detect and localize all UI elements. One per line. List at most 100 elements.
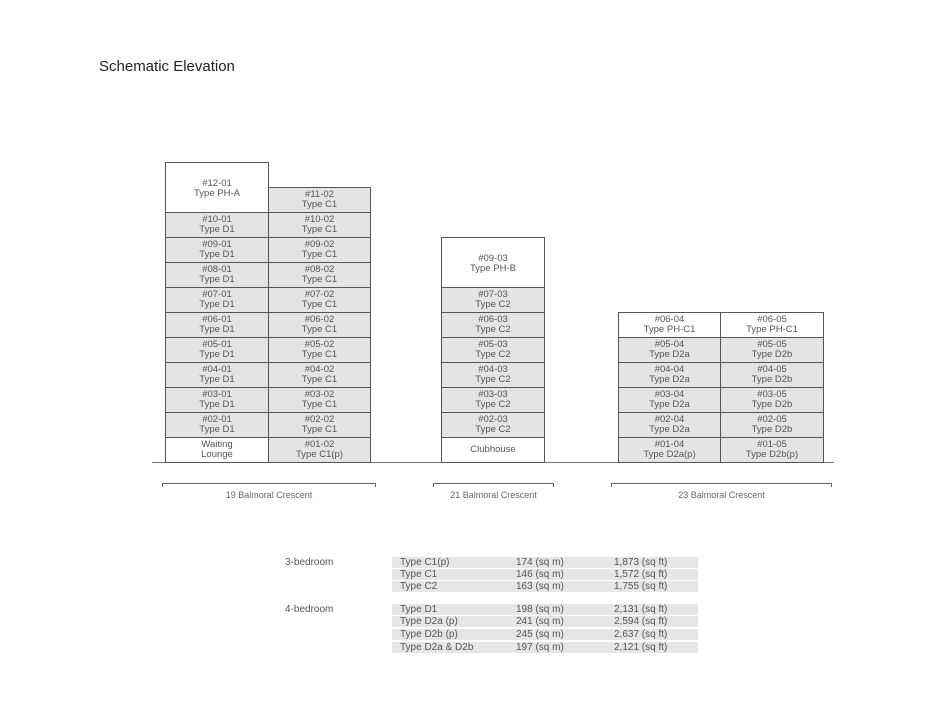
unit-type: Type C1 bbox=[301, 424, 338, 435]
unit-cell: #06-04 Type PH-C1 bbox=[618, 312, 721, 338]
unit-cell: #10-02 Type C1 bbox=[268, 212, 371, 238]
area-sqft: 2,131 (sq ft) bbox=[614, 604, 668, 615]
unit-number: #01-02 bbox=[304, 439, 335, 450]
unit-type: Type D1 bbox=[199, 274, 235, 285]
area-sqft: 1,873 (sq ft) bbox=[614, 557, 668, 568]
unit-cell: #05-01 Type D1 bbox=[165, 337, 269, 363]
unit-number: #09-01 bbox=[202, 239, 232, 250]
unit-type: Type C2 bbox=[475, 399, 511, 410]
unit-type: Type C1 bbox=[301, 349, 338, 360]
area-sqft: 2,121 (sq ft) bbox=[614, 642, 668, 653]
unit-cell: #01-04 Type D2a(p) bbox=[618, 437, 721, 463]
building-label: 19 Balmoral Crescent bbox=[225, 490, 313, 500]
unit-number: #03-05 bbox=[757, 389, 787, 400]
area-row: Type C1 146 (sq m) 1,572 (sq ft) bbox=[392, 569, 698, 580]
unit-type: Type PH-B bbox=[470, 263, 516, 274]
unit-number: Clubhouse bbox=[470, 444, 516, 455]
unit-cell: #04-02 Type C1 bbox=[268, 362, 371, 388]
unit-cell: #05-02 Type C1 bbox=[268, 337, 371, 363]
unit-cell: #04-01 Type D1 bbox=[165, 362, 269, 388]
unit-number: #02-01 bbox=[202, 414, 232, 425]
unit-type: Type D2b bbox=[751, 349, 793, 360]
unit-number: #02-03 bbox=[478, 414, 508, 425]
unit-number: #03-02 bbox=[304, 389, 335, 400]
unit-cell: #08-01 Type D1 bbox=[165, 262, 269, 288]
unit-type: Type C1 bbox=[301, 249, 338, 260]
unit-cell: #03-04 Type D2a bbox=[618, 387, 721, 413]
unit-number: #11-02 bbox=[305, 189, 334, 200]
area-sqft: 2,594 (sq ft) bbox=[614, 616, 668, 627]
unit-number: #04-04 bbox=[654, 364, 685, 375]
unit-number: #03-03 bbox=[478, 389, 508, 400]
unit-number: #06-05 bbox=[757, 314, 787, 325]
unit-number: #04-01 bbox=[202, 364, 232, 375]
unit-cell: #09-03 Type PH-B bbox=[441, 237, 545, 288]
unit-number: #05-03 bbox=[478, 339, 508, 350]
unit-type: Type D1 bbox=[400, 604, 438, 615]
unit-type: Type C1 bbox=[400, 569, 438, 580]
unit-type: Type C1(p) bbox=[400, 557, 450, 568]
unit-cell: #06-02 Type C1 bbox=[268, 312, 371, 338]
bracket-19 bbox=[162, 483, 376, 487]
unit-cell: #07-03 Type C2 bbox=[441, 287, 545, 313]
unit-type: Type C2 bbox=[475, 424, 511, 435]
bedroom-category: 4-bedroom bbox=[285, 604, 334, 615]
unit-number: #07-02 bbox=[304, 289, 335, 300]
unit-type: Type D1 bbox=[199, 424, 235, 435]
unit-type: Type C1(p) bbox=[296, 449, 343, 460]
area-row: Type C2 163 (sq m) 1,755 (sq ft) bbox=[392, 581, 698, 592]
unit-number: #07-03 bbox=[478, 289, 508, 300]
unit-number: #05-04 bbox=[654, 339, 685, 350]
unit-cell: #08-02 Type C1 bbox=[268, 262, 371, 288]
unit-type: Type C1 bbox=[301, 274, 338, 285]
unit-number: #07-01 bbox=[202, 289, 232, 300]
area-sqm: 197 (sq m) bbox=[516, 642, 564, 653]
unit-type: Type PH-A bbox=[194, 188, 240, 199]
area-sqm: 241 (sq m) bbox=[516, 616, 564, 627]
unit-type: Type C1 bbox=[301, 399, 338, 410]
unit-cell: Waiting Lounge bbox=[165, 437, 269, 463]
unit-cell: #04-04 Type D2a bbox=[618, 362, 721, 388]
unit-cell: #03-01 Type D1 bbox=[165, 387, 269, 413]
unit-number: #10-01 bbox=[202, 214, 232, 225]
unit-number: #08-02 bbox=[304, 264, 335, 275]
unit-cell: #11-02 Type C1 bbox=[268, 187, 371, 213]
unit-type: Type C1 bbox=[301, 324, 338, 335]
unit-number: #02-05 bbox=[757, 414, 787, 425]
unit-cell: #04-05 Type D2b bbox=[720, 362, 824, 388]
bedroom-category: 3-bedroom bbox=[285, 557, 334, 568]
unit-cell: #05-03 Type C2 bbox=[441, 337, 545, 363]
area-sqm: 146 (sq m) bbox=[516, 569, 564, 580]
bracket-21 bbox=[433, 483, 554, 487]
unit-number: #04-05 bbox=[757, 364, 787, 375]
unit-cell: #07-02 Type C1 bbox=[268, 287, 371, 313]
unit-type: Type D1 bbox=[199, 299, 235, 310]
unit-number: #06-01 bbox=[202, 314, 232, 325]
unit-cell: #10-01 Type D1 bbox=[165, 212, 269, 238]
unit-cell: Clubhouse bbox=[441, 437, 545, 463]
area-row: Type D2a & D2b 197 (sq m) 2,121 (sq ft) bbox=[392, 642, 698, 653]
unit-number: #12-01 bbox=[202, 178, 232, 189]
unit-number: #09-02 bbox=[304, 239, 335, 250]
unit-type: Type C1 bbox=[301, 299, 338, 310]
area-row: Type D2a (p) 241 (sq m) 2,594 (sq ft) bbox=[392, 616, 698, 627]
unit-type: Type C2 bbox=[400, 581, 438, 592]
area-row: Type C1(p) 174 (sq m) 1,873 (sq ft) bbox=[392, 557, 698, 568]
unit-cell: #02-04 Type D2a bbox=[618, 412, 721, 438]
unit-type: Type C1 bbox=[301, 374, 338, 385]
area-sqft: 1,755 (sq ft) bbox=[614, 581, 668, 592]
unit-type: Type D2a(p) bbox=[643, 449, 696, 460]
page-title: Schematic Elevation bbox=[99, 58, 235, 75]
unit-cell: #02-05 Type D2b bbox=[720, 412, 824, 438]
area-sqm: 163 (sq m) bbox=[516, 581, 564, 592]
unit-type: Type C1 bbox=[301, 224, 338, 235]
area-sqft: 2,637 (sq ft) bbox=[614, 629, 668, 640]
unit-type: Type D1 bbox=[199, 324, 235, 335]
unit-cell: #03-02 Type C1 bbox=[268, 387, 371, 413]
unit-cell: #02-01 Type D1 bbox=[165, 412, 269, 438]
unit-cell: #06-03 Type C2 bbox=[441, 312, 545, 338]
unit-type: Type C2 bbox=[475, 324, 511, 335]
unit-number: #06-02 bbox=[304, 314, 335, 325]
unit-cell: #12-01 Type PH-A bbox=[165, 162, 269, 213]
unit-cell: #02-03 Type C2 bbox=[441, 412, 545, 438]
